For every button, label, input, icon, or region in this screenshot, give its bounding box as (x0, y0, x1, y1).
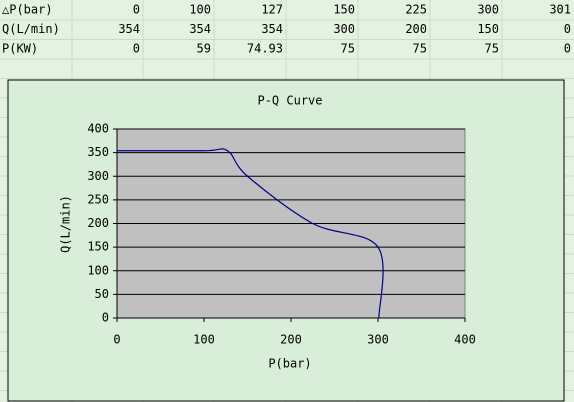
cell: 100 (189, 3, 211, 17)
cell: 75 (485, 42, 499, 56)
cell: 354 (189, 22, 211, 36)
x-tick-label: 300 (367, 333, 389, 347)
y-axis-label: Q(L/min) (59, 195, 73, 253)
row-header: △P(bar) (2, 3, 53, 17)
cell: 75 (341, 42, 355, 56)
row-header: Q(L/min) (2, 22, 60, 36)
x-tick-label: 400 (454, 333, 476, 347)
chart-title: P-Q Curve (257, 94, 322, 108)
cell: 0 (564, 42, 571, 56)
x-tick-label: 0 (113, 333, 120, 347)
cell: 354 (261, 22, 283, 36)
cell: 59 (197, 42, 211, 56)
cell: 75 (413, 42, 427, 56)
cell: 150 (333, 3, 355, 17)
y-tick-label: 50 (95, 287, 109, 301)
x-tick-label: 200 (280, 333, 302, 347)
cell: 300 (333, 22, 355, 36)
series-line (116, 148, 384, 319)
cell: 127 (261, 3, 283, 17)
y-tick-label: 0 (102, 311, 109, 325)
y-tick-label: 350 (87, 145, 109, 159)
cell: 0 (564, 22, 571, 36)
cell: 150 (477, 22, 499, 36)
cell: 301 (549, 3, 571, 17)
cell: 225 (405, 3, 427, 17)
y-tick-label: 200 (87, 216, 109, 230)
cell: 0 (133, 42, 140, 56)
cell: 0 (133, 3, 140, 17)
cell: 200 (405, 22, 427, 36)
x-axis-label: P(bar) (268, 357, 311, 371)
y-tick-label: 300 (87, 169, 109, 183)
row-header: P(KW) (2, 42, 38, 56)
y-tick-label: 100 (87, 263, 109, 277)
y-tick-label: 250 (87, 192, 109, 206)
cell: 354 (118, 22, 140, 36)
x-tick-label: 100 (193, 333, 215, 347)
y-tick-label: 400 (87, 122, 109, 136)
cell: 74.93 (247, 42, 283, 56)
y-tick-label: 150 (87, 240, 109, 254)
cell: 300 (477, 3, 499, 17)
